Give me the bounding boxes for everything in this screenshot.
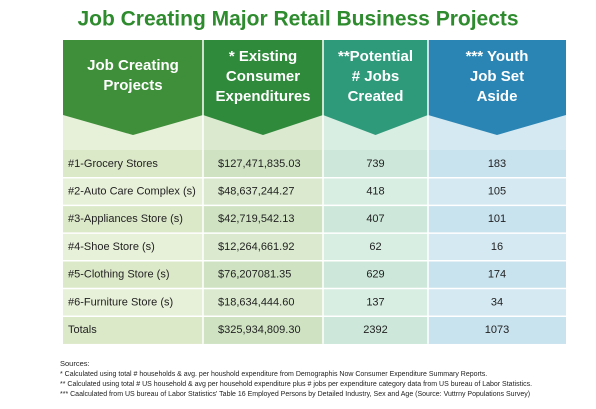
source-note: * Calculated using total # households & … (60, 371, 487, 378)
cell: 418 (366, 185, 384, 197)
cell: $325,934,809.30 (218, 324, 301, 336)
source-note: *** Caalculated from US bureau of Labor … (60, 391, 530, 398)
cell: 137 (366, 296, 384, 308)
row-shade (323, 150, 428, 178)
cell: #4-Shoe Store (s) (68, 241, 155, 253)
cell: Totals (68, 324, 97, 336)
cell: 407 (366, 213, 384, 225)
column-header: *** Youth (466, 48, 529, 65)
header-arrow (63, 40, 203, 135)
cell: 62 (369, 241, 381, 253)
cell: $42,719,542.13 (218, 213, 294, 225)
cell: $76,207081.35 (218, 269, 291, 281)
column-header: Expenditures (215, 88, 310, 105)
row-shade (323, 205, 428, 234)
row-shade (323, 260, 428, 289)
row-shade (323, 316, 428, 344)
row-shade (63, 205, 203, 234)
header-arrow (428, 40, 566, 135)
cell: 16 (491, 241, 503, 253)
column-header: # Jobs (352, 68, 400, 85)
cell: #2-Auto Care Complex (s) (68, 185, 196, 197)
column-header: Created (348, 88, 404, 105)
cell: 34 (491, 296, 503, 308)
sources-heading: Sources: (60, 359, 90, 368)
cell: 739 (366, 158, 384, 170)
cell: #5-Clothing Store (s) (68, 269, 170, 281)
column-header: **Potential (338, 48, 413, 65)
cell: $127,471,835.03 (218, 158, 301, 170)
row-shade (428, 260, 566, 289)
row-shade (203, 205, 323, 234)
row-shade (63, 150, 203, 178)
cell: $12,264,661.92 (218, 241, 294, 253)
column-header: Aside (477, 88, 518, 105)
cell: 105 (488, 185, 506, 197)
cell: 183 (488, 158, 506, 170)
row-shade (428, 150, 566, 178)
cell: 2392 (363, 324, 387, 336)
column-header: Projects (103, 77, 162, 94)
cell: #6-Furniture Store (s) (68, 296, 173, 308)
cell: #3-Appliances Store (s) (68, 213, 183, 225)
source-note: ** Calculated using total # US household… (60, 381, 532, 388)
header-arrow (203, 40, 323, 135)
column-header: Job Set (470, 68, 524, 85)
cell: #1-Grocery Stores (68, 158, 158, 170)
column-header: Consumer (226, 68, 300, 85)
cell: $48,637,244.27 (218, 185, 294, 197)
cell: $18,634,444.60 (218, 296, 294, 308)
header-arrow (323, 40, 428, 135)
row-shade (428, 205, 566, 234)
title: Job Creating Major Retail Business Proje… (77, 8, 518, 31)
row-shade (63, 316, 203, 344)
column-header: * Existing (229, 48, 297, 65)
cell: 1073 (485, 324, 509, 336)
column-header: Job Creating (87, 57, 179, 74)
row-shade (203, 260, 323, 289)
row-shade (428, 316, 566, 344)
row-shade (203, 150, 323, 178)
cell: 101 (488, 213, 506, 225)
row-shade (63, 260, 203, 289)
row-shade (203, 316, 323, 344)
cell: 629 (366, 269, 384, 281)
cell: 174 (488, 269, 506, 281)
